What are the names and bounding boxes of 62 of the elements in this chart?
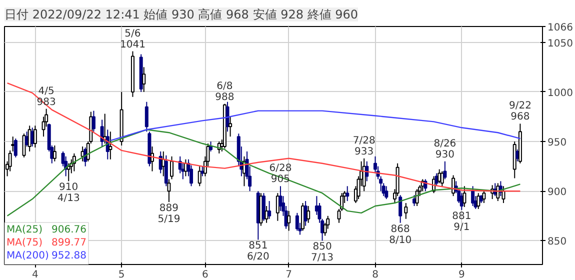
- candlestick: [482, 190, 486, 204]
- x-tick-label: 6: [202, 270, 208, 280]
- x-tick-label: 7: [286, 270, 292, 280]
- chart-title: 日付 2022/09/22 12:41 始値 930 高値 968 安値 928 終値 960: [4, 8, 358, 22]
- annotation: 6/8 988: [215, 80, 234, 103]
- candlestick: [8, 150, 12, 172]
- candlestick: [144, 101, 148, 132]
- y-tick-label: 1066: [548, 22, 573, 34]
- candlestick: [200, 166, 204, 177]
- candlestick: [398, 194, 402, 224]
- candlestick: [108, 131, 112, 160]
- candlestick: [268, 200, 272, 220]
- candlestick: [14, 138, 18, 158]
- y-tick-label: 850: [548, 236, 567, 248]
- text: MA(200) 952.88: [6, 250, 87, 262]
- candlestick: [295, 212, 299, 232]
- x-tick-label: 9: [458, 270, 465, 280]
- candlestick: [415, 188, 419, 206]
- candlestick: [167, 178, 171, 203]
- annotation: 6/28 905: [269, 163, 292, 186]
- y-tick-label: 900: [548, 187, 567, 198]
- y-tick-label: 950: [548, 138, 567, 149]
- annotation: 7/28 933: [352, 135, 376, 158]
- candlestick: [471, 186, 475, 206]
- candlestick: [262, 192, 266, 222]
- candlestick: [33, 125, 37, 148]
- annotation: 850 7/13: [311, 242, 334, 264]
- candlestick: [306, 205, 310, 224]
- candlestick: [346, 186, 350, 202]
- candlestick: [11, 136, 15, 152]
- text: MA(75) 899.77: [6, 238, 87, 248]
- annotation: 9/22 968: [508, 100, 532, 123]
- x-tick-label: 4: [32, 270, 38, 280]
- annotation: 881 9/1: [452, 210, 472, 233]
- y-tick-label: 1000: [548, 88, 573, 99]
- candlestick: [228, 116, 232, 138]
- candlestick: [404, 202, 408, 220]
- candlestick: [476, 192, 480, 210]
- x-tick-label: 5: [118, 270, 125, 280]
- candlestick: [198, 166, 202, 187]
- candlestick: [92, 110, 96, 132]
- candlestick: [443, 160, 447, 180]
- candlestick: [384, 186, 388, 200]
- candlestick: [22, 133, 26, 158]
- candlestick: [52, 145, 56, 162]
- candlestick: [502, 186, 506, 204]
- candlestick: [287, 210, 291, 232]
- candlestick: [301, 202, 305, 232]
- annotation: 868 8/10: [389, 224, 412, 246]
- annotation: 8/26 930: [434, 138, 456, 160]
- annotation: 889 5/19: [158, 203, 180, 226]
- y-tick-label: 1050: [548, 38, 573, 50]
- candlestick: [209, 141, 213, 152]
- candlestick: [164, 154, 168, 187]
- series-label: MA(25) 906.76: [6, 224, 87, 236]
- annotation: 5/6 1041: [120, 28, 146, 50]
- x-tick-label: 8: [372, 270, 378, 280]
- candlestick: [462, 186, 466, 208]
- candlestick: [170, 156, 174, 180]
- annotation: 910 4/13: [57, 182, 80, 204]
- annotation: 851 6/20: [246, 240, 270, 263]
- candlestick: [142, 66, 146, 92]
